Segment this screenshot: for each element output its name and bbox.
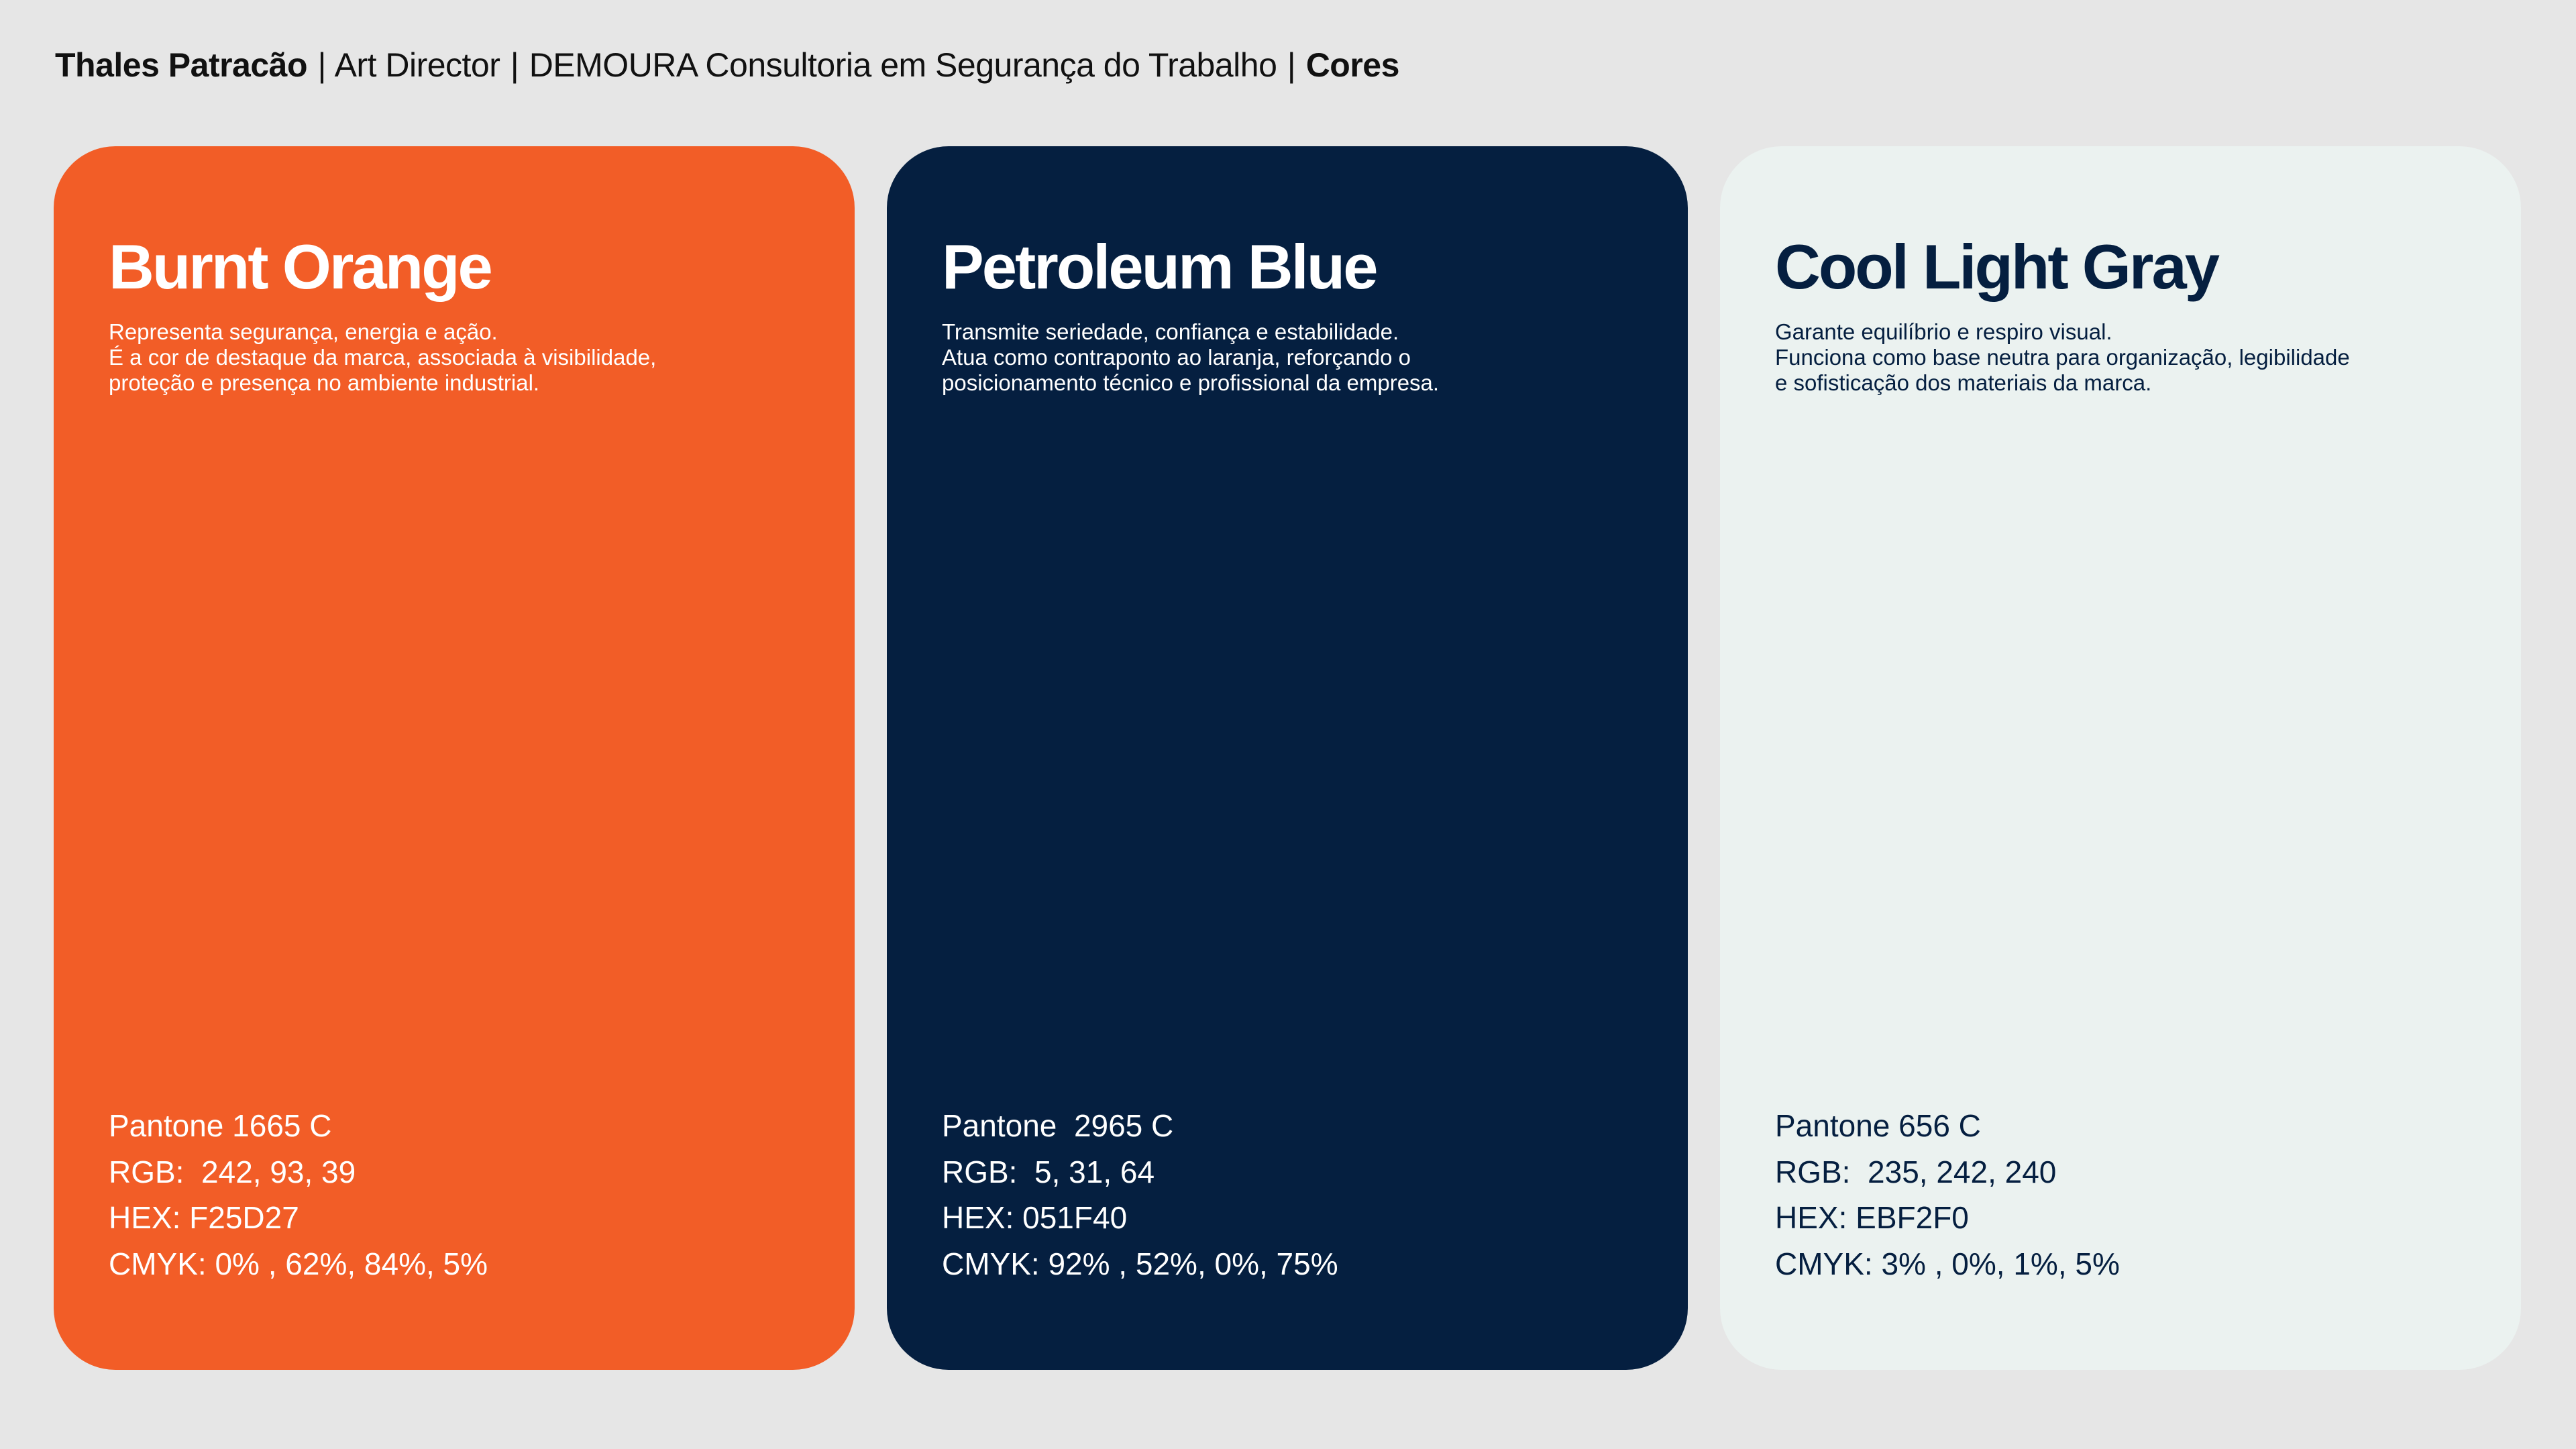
cmyk-value: CMYK: 92% , 52%, 0%, 75% [942, 1246, 1338, 1281]
description-line: proteção e presença no ambiente industri… [109, 370, 540, 395]
description-line: Atua como contraponto ao laranja, reforç… [942, 345, 1411, 370]
pantone-value: Pantone 2965 C [942, 1108, 1174, 1143]
color-specs: Pantone 656 C RGB: 235, 242, 240 HEX: EB… [1775, 1103, 2120, 1287]
color-name: Cool Light Gray [1775, 231, 2220, 302]
rgb-value: RGB: 235, 242, 240 [1775, 1154, 2057, 1189]
description-line: Representa segurança, energia e ação. [109, 319, 498, 344]
color-description: Transmite seriedade, confiança e estabil… [942, 319, 1666, 396]
description-line: posicionamento técnico e profissional da… [942, 370, 1440, 395]
page-header: Thales Patracão | Art Director | DEMOURA… [55, 42, 1399, 89]
rgb-value: RGB: 5, 31, 64 [942, 1154, 1155, 1189]
author-name: Thales Patracão [55, 46, 308, 84]
color-specs: Pantone 1665 C RGB: 242, 93, 39 HEX: F25… [109, 1103, 488, 1287]
color-card-burnt-orange: Burnt Orange Representa segurança, energ… [54, 146, 855, 1370]
description-line: Transmite seriedade, confiança e estabil… [942, 319, 1399, 344]
header-separator: | [317, 46, 326, 84]
color-name: Burnt Orange [109, 231, 493, 302]
description-line: É a cor de destaque da marca, associada … [109, 345, 657, 370]
hex-value: HEX: 051F40 [942, 1200, 1128, 1235]
header-separator: | [510, 46, 519, 84]
cmyk-value: CMYK: 0% , 62%, 84%, 5% [109, 1246, 488, 1281]
rgb-value: RGB: 242, 93, 39 [109, 1154, 356, 1189]
description-line: Garante equilíbrio e respiro visual. [1775, 319, 2112, 344]
color-card-petroleum-blue: Petroleum Blue Transmite seriedade, conf… [887, 146, 1688, 1370]
color-card-cool-light-gray: Cool Light Gray Garante equilíbrio e res… [1720, 146, 2521, 1370]
description-line: e sofisticação dos materiais da marca. [1775, 370, 2152, 395]
color-specs: Pantone 2965 C RGB: 5, 31, 64 HEX: 051F4… [942, 1103, 1338, 1287]
color-description: Representa segurança, energia e ação. É … [109, 319, 833, 396]
cmyk-value: CMYK: 3% , 0%, 1%, 5% [1775, 1246, 2120, 1281]
color-description: Garante equilíbrio e respiro visual. Fun… [1775, 319, 2500, 396]
section-title: Cores [1305, 46, 1400, 84]
hex-value: HEX: F25D27 [109, 1200, 299, 1235]
client-name: DEMOURA Consultoria em Segurança do Trab… [529, 46, 1277, 84]
pantone-value: Pantone 656 C [1775, 1108, 1981, 1143]
description-line: Funciona como base neutra para organizaç… [1775, 345, 2350, 370]
color-name: Petroleum Blue [942, 231, 1378, 302]
header-separator: | [1287, 46, 1296, 84]
author-role: Art Director [334, 46, 500, 84]
pantone-value: Pantone 1665 C [109, 1108, 332, 1143]
hex-value: HEX: EBF2F0 [1775, 1200, 1969, 1235]
